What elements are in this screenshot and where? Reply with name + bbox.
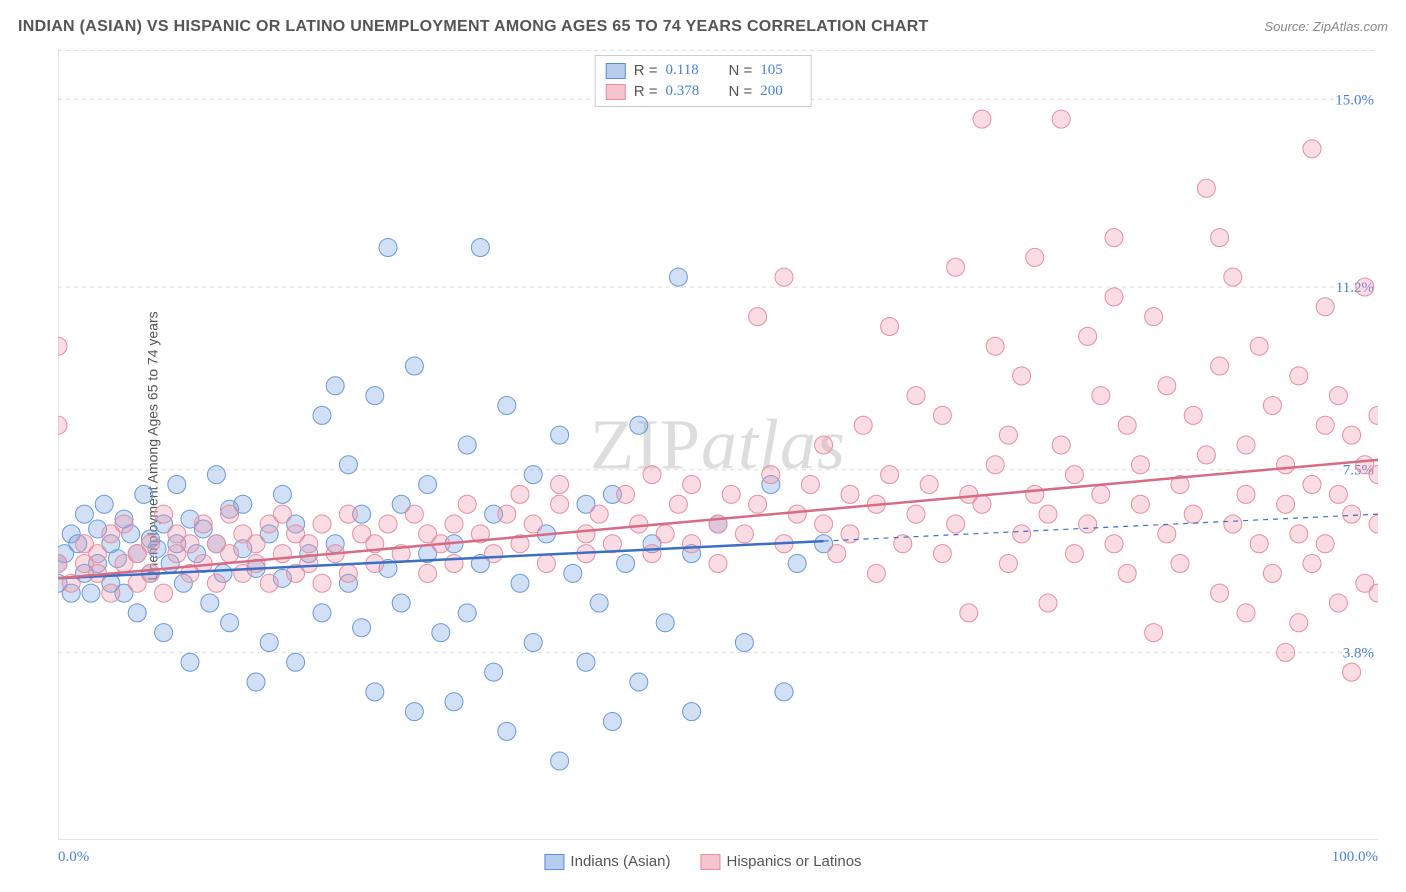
- swatch-blue: [606, 63, 626, 79]
- r-value-2: 0.378: [666, 81, 721, 102]
- r-label: R =: [634, 81, 658, 102]
- svg-text:15.0%: 15.0%: [1335, 92, 1374, 108]
- correlation-row-2: R = 0.378 N = 200: [606, 81, 801, 102]
- n-label: N =: [729, 81, 753, 102]
- n-value-1: 105: [760, 60, 800, 81]
- swatch-blue: [544, 854, 564, 870]
- series-legend: Indians (Asian) Hispanics or Latinos: [544, 853, 861, 870]
- legend-label-pink: Hispanics or Latinos: [726, 853, 861, 870]
- swatch-pink: [606, 84, 626, 100]
- x-min-label: 0.0%: [58, 849, 89, 866]
- chart-title: INDIAN (ASIAN) VS HISPANIC OR LATINO UNE…: [18, 18, 929, 36]
- legend-item-blue: Indians (Asian): [544, 853, 670, 870]
- n-label: N =: [729, 60, 753, 81]
- r-label: R =: [634, 60, 658, 81]
- svg-text:3.8%: 3.8%: [1343, 645, 1374, 661]
- swatch-pink: [700, 854, 720, 870]
- x-max-label: 100.0%: [1332, 849, 1378, 866]
- n-value-2: 200: [760, 81, 800, 102]
- correlation-row-1: R = 0.118 N = 105: [606, 60, 801, 81]
- scatter-plot-svg: 3.8%7.5%11.2%15.0%: [58, 50, 1378, 840]
- legend-item-pink: Hispanics or Latinos: [700, 853, 861, 870]
- chart-area: ZIPatlas 3.8%7.5%11.2%15.0%: [58, 50, 1378, 840]
- source-label: Source: ZipAtlas.com: [1264, 19, 1388, 34]
- legend-label-blue: Indians (Asian): [570, 853, 670, 870]
- correlation-box: R = 0.118 N = 105 R = 0.378 N = 200: [595, 55, 812, 107]
- r-value-1: 0.118: [666, 60, 721, 81]
